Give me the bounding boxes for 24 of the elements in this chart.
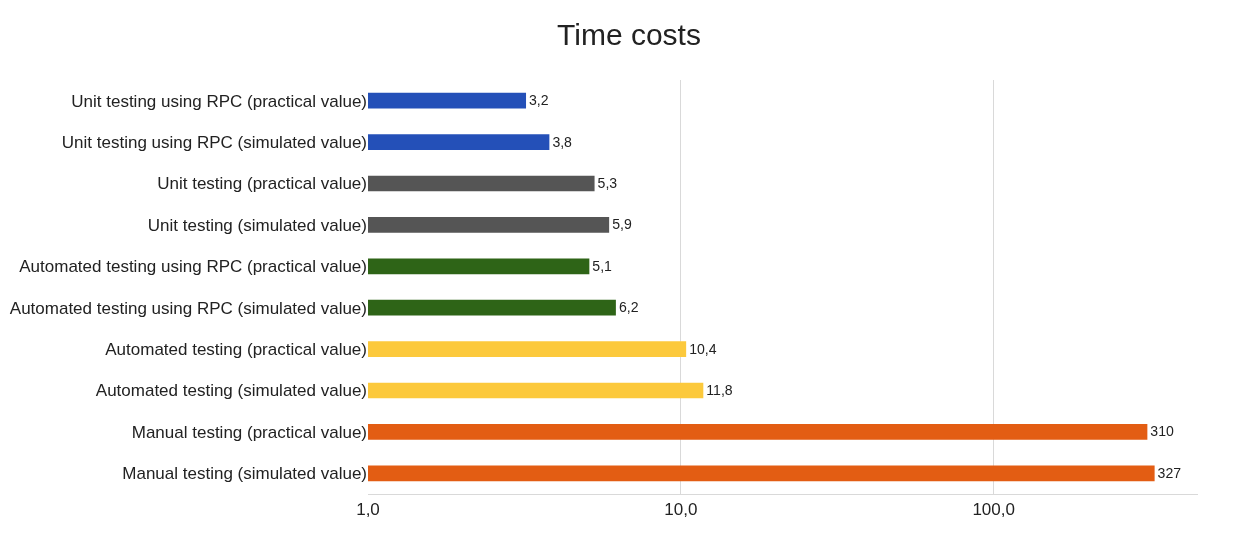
y-tick-label: Unit testing using RPC (practical value): [71, 91, 367, 111]
y-tick-label: Automated testing (simulated value): [95, 381, 367, 401]
data-label: 11,8: [706, 382, 733, 399]
x-tick-label: 10,0: [664, 500, 698, 520]
data-label: 327: [1157, 464, 1182, 481]
y-tick-label: Automated testing (practical value): [105, 340, 367, 360]
data-label: 6,2: [618, 299, 639, 316]
y-tick-label: Automated testing using RPC (simulated value): [9, 298, 367, 318]
y-tick-label: Unit testing using RPC (simulated value): [61, 133, 367, 153]
data-label: 310: [1150, 423, 1175, 440]
chart-title: Time costs: [557, 18, 701, 52]
data-label: 10,4: [689, 340, 717, 357]
y-tick-label: Unit testing (simulated value): [147, 215, 367, 235]
data-label: 3,8: [552, 133, 573, 150]
data-label: 3,2: [529, 92, 549, 109]
data-label: 5,9: [612, 216, 632, 233]
x-tick-label: 1,0: [356, 500, 380, 520]
y-tick-label: Unit testing (practical value): [157, 174, 367, 194]
y-tick-label: Manual testing (simulated value): [122, 464, 367, 484]
y-tick-label: Automated testing using RPC (practical value): [19, 257, 367, 277]
x-tick-label: 100,0: [972, 500, 1015, 520]
y-tick-label: Manual testing (practical value): [131, 422, 367, 442]
data-label: 5,1: [592, 257, 613, 274]
data-label: 5,3: [597, 175, 618, 192]
